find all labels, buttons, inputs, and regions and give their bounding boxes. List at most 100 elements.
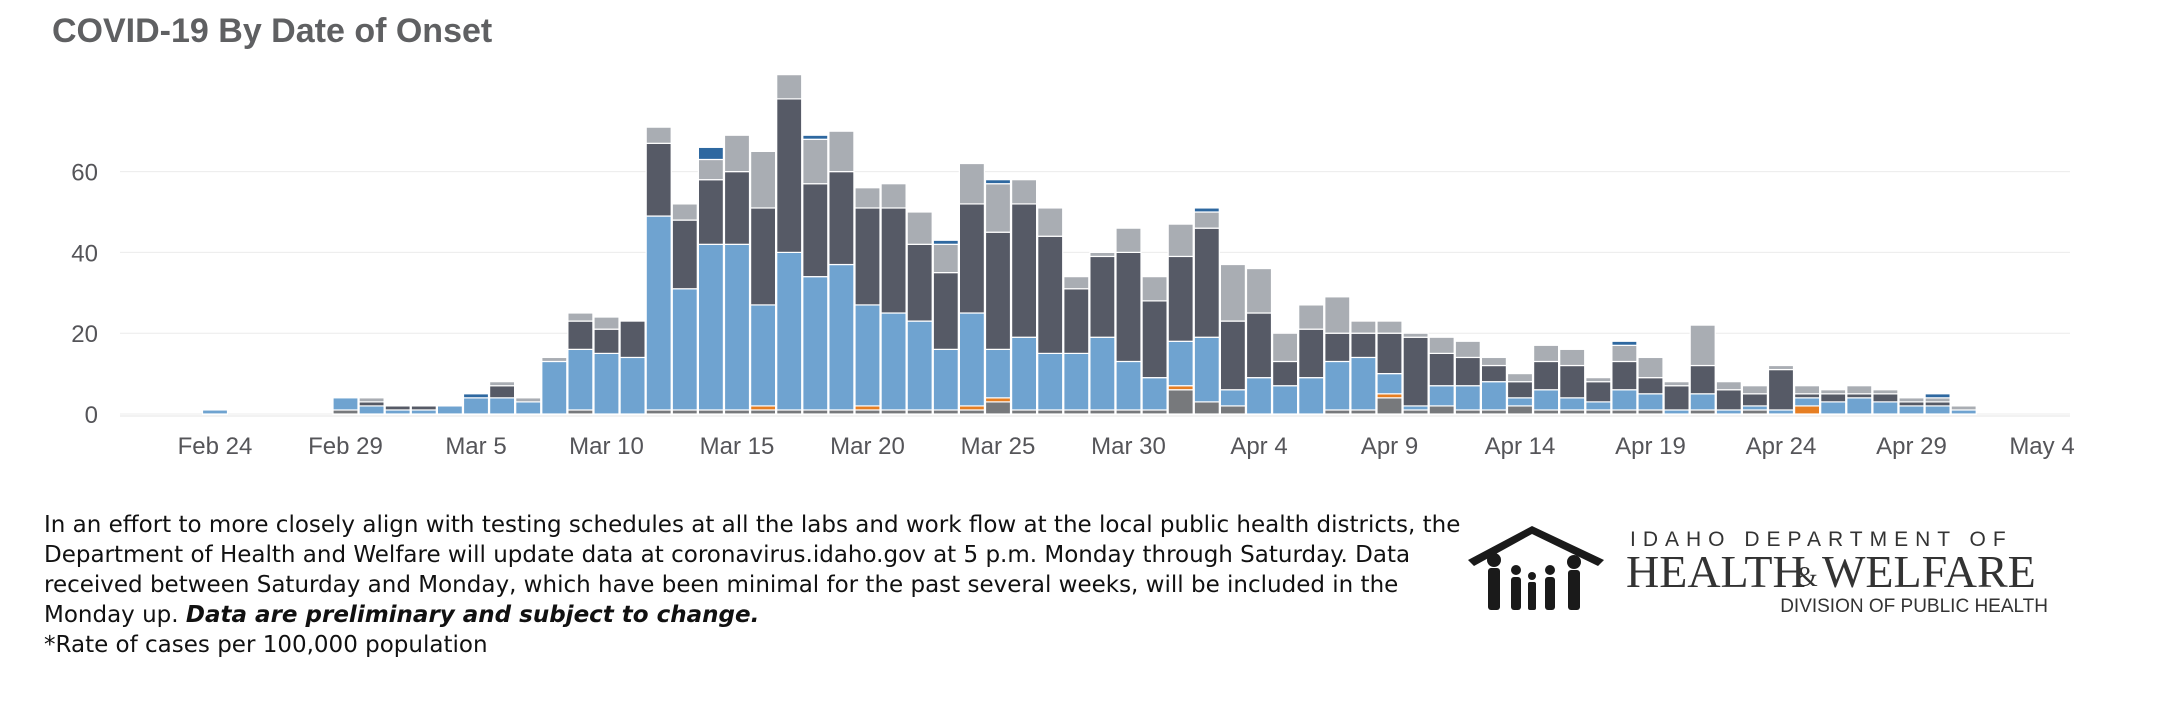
bar-segment: [1689, 324, 1716, 367]
bar-segment: [1898, 401, 1925, 407]
bar-segment: [1063, 276, 1090, 290]
bar-segment: [1741, 405, 1769, 411]
bar-segment: [1010, 203, 1038, 338]
bar-segment: [1245, 312, 1273, 379]
bar-segment: [1689, 393, 1716, 411]
bar-segment: [932, 272, 959, 350]
bar-segment: [1637, 409, 1664, 415]
bar-segment: [1480, 381, 1508, 411]
bar-segment: [880, 409, 907, 415]
bar-segment: [1924, 405, 1951, 415]
bar-segment: [749, 409, 777, 415]
bar-segment: [567, 312, 594, 322]
x-tick-label: Apr 19: [1615, 433, 1686, 460]
bar-segment: [1428, 385, 1455, 407]
bar-segment: [1010, 409, 1038, 415]
bar-segment: [776, 251, 803, 411]
bar-segment: [1350, 409, 1377, 415]
bar-segment: [697, 158, 725, 181]
bar-segment: [776, 409, 803, 415]
idhw-logo: IDAHO DEPARTMENT OF HEALTH & WELFARE DIV…: [1468, 526, 2048, 617]
bar-segment: [880, 183, 907, 209]
x-tick-label: Feb 29: [308, 433, 383, 460]
bar-segment: [1663, 409, 1690, 415]
bar-segment: [932, 348, 959, 411]
bar-segment: [1298, 328, 1325, 379]
bar-segment: [932, 409, 959, 415]
bar-segment: [1271, 360, 1299, 387]
bar-segment: [1454, 409, 1481, 415]
y-tick-label: 0: [85, 402, 98, 429]
bar-segment: [1010, 179, 1038, 205]
bar-segment: [1950, 405, 1977, 411]
bar-segment: [1846, 393, 1873, 399]
bar-segment: [1480, 356, 1508, 367]
bar-segment: [1585, 381, 1612, 403]
bar-segment: [1689, 364, 1716, 395]
bar-segment: [1872, 393, 1899, 403]
bar-segment: [984, 231, 1012, 350]
bar-segment: [1924, 393, 1951, 399]
x-tick-label: Mar 20: [830, 433, 905, 460]
bar-segment: [1741, 393, 1769, 407]
x-tick-label: Apr 29: [1876, 433, 1947, 460]
bar-segment: [749, 150, 777, 209]
bar-segment: [854, 409, 881, 415]
family-house-icon: [1468, 526, 1604, 610]
bar-segment: [1402, 409, 1429, 415]
bar-segment: [984, 401, 1012, 415]
bar-segment: [1115, 409, 1142, 415]
bar-segment: [1376, 393, 1403, 399]
bar-segment: [723, 171, 751, 245]
bar-segment: [1585, 409, 1612, 415]
bar-segment: [1167, 340, 1194, 387]
bar-segment: [776, 98, 803, 254]
bar-segment: [749, 304, 777, 407]
bar-segment: [1271, 332, 1299, 363]
bar-segment: [958, 405, 986, 411]
bar-segment: [984, 179, 1012, 185]
bar-segment: [436, 405, 463, 415]
bar-segment: [880, 312, 907, 411]
bar-segment: [1141, 409, 1168, 415]
bar-segment: [1846, 397, 1873, 415]
bar-segment: [593, 316, 620, 330]
bar-segment: [1167, 385, 1194, 391]
bar-segment: [1063, 409, 1090, 415]
bar-segment: [1611, 409, 1638, 415]
bar-segment: [1324, 409, 1351, 415]
bar-segment: [410, 409, 437, 415]
bar-segment: [1480, 364, 1508, 383]
bar-segment: [462, 397, 490, 415]
y-tick-label: 40: [71, 240, 98, 267]
bar-segment: [1167, 223, 1194, 258]
bar-segment: [1559, 409, 1586, 415]
bar-segment: [1219, 405, 1247, 415]
bar-segment: [671, 203, 698, 221]
bar-segment: [1089, 255, 1116, 338]
bar-segment: [1193, 211, 1220, 229]
bar-segment: [1402, 405, 1429, 411]
bar-segment: [1793, 405, 1821, 415]
bar-segment: [1115, 227, 1142, 254]
bar-segment: [1532, 389, 1560, 411]
bar-segment: [749, 405, 777, 411]
bar-segment: [1402, 332, 1429, 338]
bar-segment: [1454, 356, 1481, 387]
bar-segment: [1324, 296, 1351, 334]
bar-segment: [1559, 348, 1586, 367]
bar-segment: [1193, 336, 1220, 403]
bar-segment: [802, 138, 829, 185]
bar-segment: [802, 409, 829, 415]
x-tick-label: Apr 4: [1230, 433, 1287, 460]
bar-segment: [1506, 373, 1534, 383]
bar-segment: [1611, 389, 1638, 411]
logo-amp: &: [1796, 562, 1818, 593]
logo-line3: DIVISION OF PUBLIC HEALTH: [1780, 596, 2048, 617]
bar-segment: [1219, 389, 1247, 407]
bar-segment: [1715, 381, 1742, 391]
y-tick-label: 20: [71, 321, 98, 348]
bar-segment: [1219, 263, 1247, 322]
bar-segment: [1376, 373, 1403, 395]
bar-segment: [828, 409, 855, 415]
